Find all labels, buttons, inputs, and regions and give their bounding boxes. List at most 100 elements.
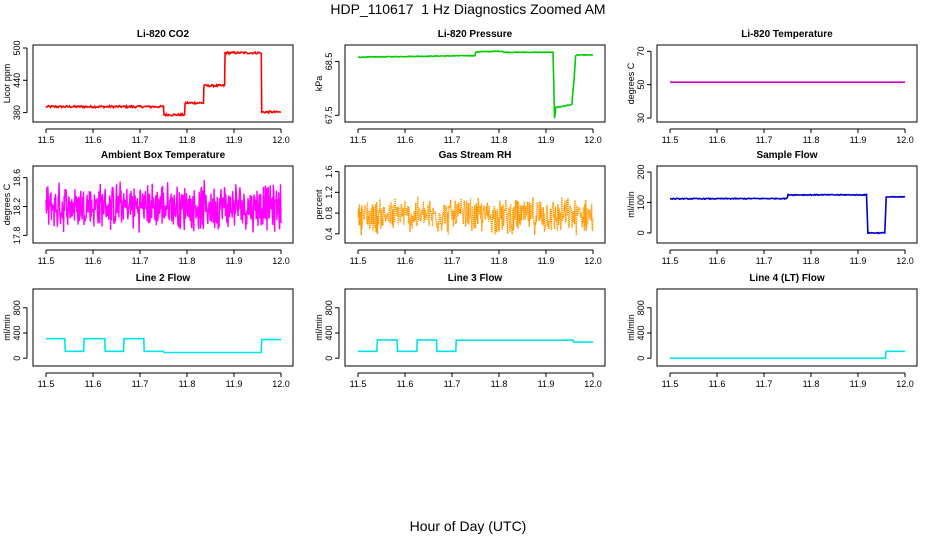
y-axis-label: kPa <box>314 76 324 92</box>
y-tick-label: 800 <box>12 300 22 315</box>
y-tick-label: 400 <box>324 325 334 340</box>
data-series-line <box>357 196 594 236</box>
x-tick-label: 12.0 <box>584 135 602 145</box>
panel-title: Line 2 Flow <box>136 273 191 284</box>
x-tick-label: 11.6 <box>397 379 414 389</box>
y-axis-label: Licor ppm <box>2 64 12 104</box>
plot-frame <box>656 288 918 367</box>
data-series-line <box>358 339 593 353</box>
plot-frame <box>656 44 918 123</box>
x-tick-label: 11.5 <box>38 135 55 145</box>
x-tick-label: 11.7 <box>444 379 461 389</box>
x-tick-label: 11.5 <box>38 256 55 266</box>
y-tick-label: 800 <box>324 300 334 315</box>
y-tick-label: 17.8 <box>12 227 22 245</box>
y-tick-label: 0 <box>324 356 334 361</box>
x-tick-label: 11.9 <box>226 379 243 389</box>
x-tick-label: 11.8 <box>803 135 820 145</box>
y-tick-label: 50 <box>636 80 646 90</box>
chart-panel: Line 3 Flow 11.5 11.6 11.7 11.8 11.9 12.0 0 400 8… <box>314 273 606 389</box>
x-tick-label: 11.6 <box>397 256 414 266</box>
x-tick-label: 11.9 <box>226 256 243 266</box>
y-tick-label: 400 <box>636 325 646 340</box>
panel-title: Li-820 Temperature <box>741 29 833 40</box>
chart-panel: Gas Stream RH 11.5 11.6 11.7 11.8 11.9 12.0 0.4… <box>314 150 606 266</box>
y-tick-label: 18.6 <box>12 169 22 187</box>
data-series-line <box>670 350 905 359</box>
x-tick-label: 11.6 <box>709 379 726 389</box>
x-tick-label: 11.7 <box>132 379 149 389</box>
chart-panel: Line 4 (LT) Flow 11.5 11.6 11.7 11.8 11.9 12.0… <box>626 273 918 389</box>
chart-panel: Li-820 Temperature 11.5 11.6 11.7 11.8 11.9 12… <box>626 29 918 145</box>
y-tick-label: 30 <box>636 113 646 123</box>
x-tick-label: 11.8 <box>491 135 508 145</box>
x-tick-label: 11.5 <box>38 379 55 389</box>
data-series-line <box>45 50 281 118</box>
x-tick-label: 11.5 <box>662 379 679 389</box>
panel-title: Sample Flow <box>756 150 817 161</box>
x-tick-label: 11.6 <box>85 379 102 389</box>
x-tick-label: 11.8 <box>491 256 508 266</box>
x-tick-label: 12.0 <box>584 379 602 389</box>
panel-title: Ambient Box Temperature <box>101 150 226 161</box>
chart-panel: Sample Flow 11.5 11.6 11.7 11.8 11.9 12.0 0 100 2… <box>626 150 918 266</box>
y-tick-label: 0 <box>636 356 646 361</box>
y-tick-label: 1.6 <box>324 165 334 178</box>
y-tick-label: 200 <box>636 165 646 180</box>
x-tick-label: 12.0 <box>896 379 914 389</box>
y-tick-label: 100 <box>636 195 646 210</box>
plot-frame <box>32 288 294 367</box>
x-axis-label: Hour of Day (UTC) <box>409 518 527 534</box>
x-tick-label: 11.7 <box>444 135 461 145</box>
x-tick-label: 11.9 <box>850 135 867 145</box>
x-tick-label: 11.8 <box>179 379 196 389</box>
y-tick-label: 800 <box>636 300 646 315</box>
x-tick-label: 12.0 <box>272 135 290 145</box>
plot-frame <box>32 44 294 123</box>
chart-panel: Line 2 Flow 11.5 11.6 11.7 11.8 11.9 12.0 0 400 8… <box>2 273 294 389</box>
y-axis-label: ml/min <box>626 314 636 341</box>
x-tick-label: 11.7 <box>756 256 773 266</box>
y-axis-label: degrees C <box>2 183 12 225</box>
x-tick-label: 12.0 <box>272 256 290 266</box>
x-tick-label: 11.7 <box>132 256 149 266</box>
panel-title: Li-820 CO2 <box>137 29 190 40</box>
y-axis-label: ml/min <box>314 314 324 341</box>
x-tick-label: 11.9 <box>850 379 867 389</box>
y-tick-label: 0.4 <box>324 228 334 241</box>
x-tick-label: 11.6 <box>709 256 726 266</box>
y-tick-label: 0 <box>12 356 22 361</box>
y-tick-label: 18.2 <box>12 198 22 216</box>
x-tick-label: 11.8 <box>491 379 508 389</box>
y-tick-label: 380 <box>12 105 22 120</box>
y-tick-label: 0 <box>636 230 646 235</box>
x-tick-label: 12.0 <box>584 256 602 266</box>
x-tick-label: 11.7 <box>756 379 773 389</box>
y-axis-label: percent <box>314 189 324 220</box>
y-axis-label: ml/min <box>626 191 636 218</box>
x-tick-label: 11.5 <box>350 256 367 266</box>
plot-frame <box>344 44 606 123</box>
chart-panel: Ambient Box Temperature 11.5 11.6 11.7 11.8 1… <box>2 150 294 266</box>
panel-title: Gas Stream RH <box>439 150 512 161</box>
y-tick-label: 70 <box>636 46 646 56</box>
x-tick-label: 11.7 <box>132 135 149 145</box>
x-tick-label: 11.6 <box>709 135 726 145</box>
y-tick-label: 440 <box>12 73 22 88</box>
y-tick-label: 0.8 <box>324 207 334 220</box>
data-series-line <box>358 50 594 119</box>
x-tick-label: 11.9 <box>538 256 555 266</box>
x-tick-label: 12.0 <box>896 135 914 145</box>
x-tick-label: 11.5 <box>662 256 679 266</box>
data-series-line <box>669 192 906 235</box>
data-series-line <box>46 337 281 354</box>
y-tick-label: 400 <box>12 325 22 340</box>
y-axis-label: ml/min <box>2 314 12 341</box>
chart-panel: Li-820 CO2 11.5 11.6 11.7 11.8 11.9 12.0 380 440… <box>2 29 294 145</box>
x-tick-label: 11.8 <box>179 256 196 266</box>
x-tick-label: 11.6 <box>85 256 102 266</box>
x-tick-label: 11.5 <box>350 379 367 389</box>
panel-title: Li-820 Pressure <box>438 29 513 40</box>
figure-title: HDP_110617 1 Hz Diagnostics Zoomed AM <box>330 1 606 17</box>
